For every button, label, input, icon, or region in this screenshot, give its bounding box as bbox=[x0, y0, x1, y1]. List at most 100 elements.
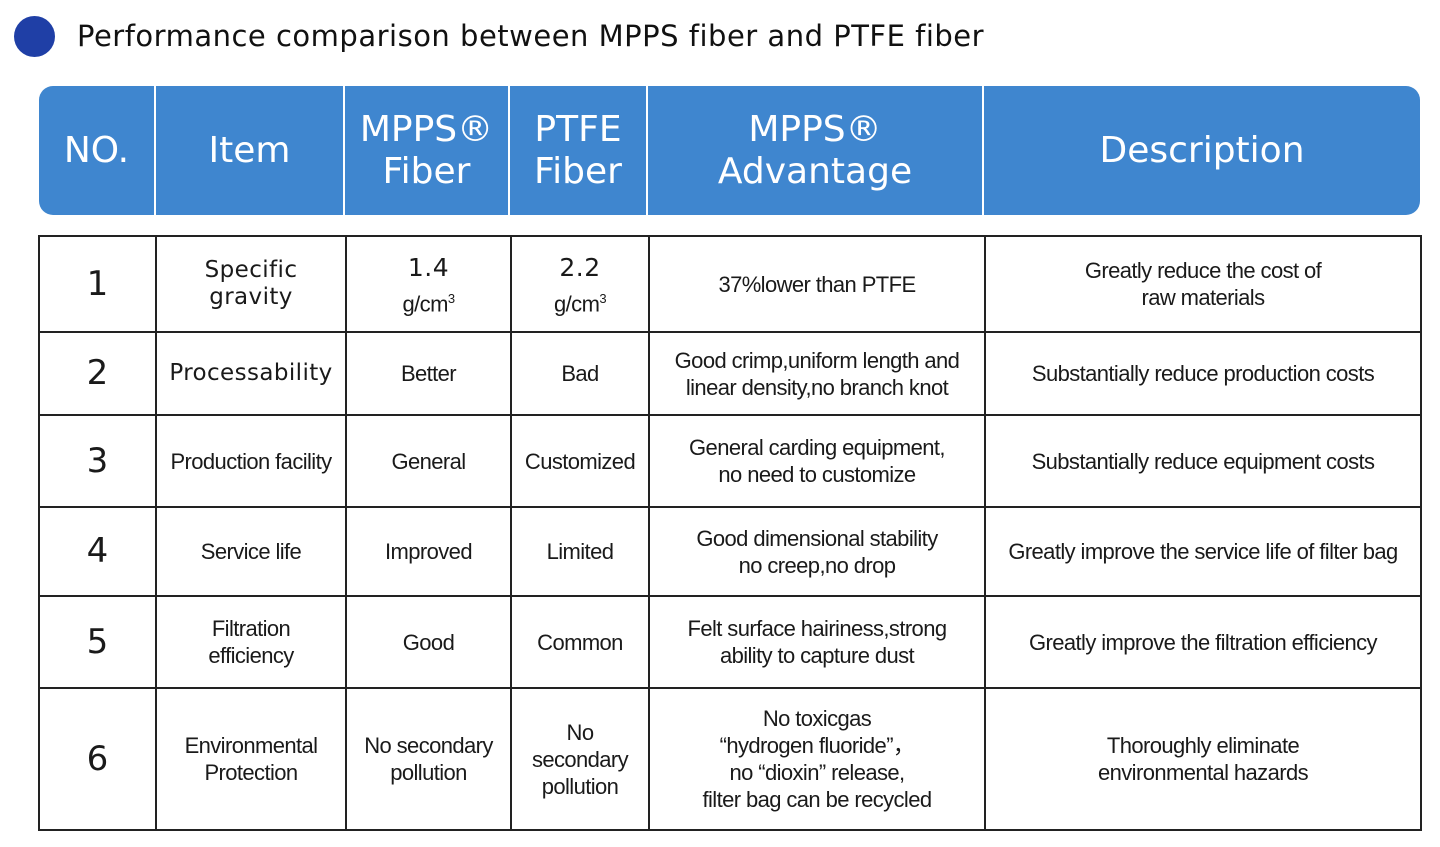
ptfe-fiber-cell: Common bbox=[510, 595, 650, 689]
description-cell: Substantially reduce equipment costs bbox=[984, 414, 1422, 508]
description-cell: Greatly improve the filtration efficienc… bbox=[984, 595, 1422, 689]
description-cell-line: Greatly improve the filtration efficienc… bbox=[1029, 629, 1378, 655]
row-number: 5 bbox=[38, 595, 157, 689]
mpps-advantage-cell: Felt surface hairiness,strong ability to … bbox=[648, 595, 986, 689]
ptfe-fiber-cell-line: Limited bbox=[546, 539, 614, 564]
mpps-advantage-cell: Good dimensional stability no creep,no dr… bbox=[648, 506, 986, 597]
mpps-advantage-cell: No toxicgas “hydrogen fluoride”， no “dioxi… bbox=[648, 687, 986, 831]
item-cell: Specific gravity bbox=[155, 235, 347, 333]
bullet-dot-icon bbox=[14, 15, 55, 57]
mpps-fiber-cell-unit-text: g/cm bbox=[402, 291, 449, 317]
page-title: Performance comparison between MPPS fibe… bbox=[77, 19, 985, 53]
item-cell-line: efficiency bbox=[208, 643, 294, 668]
mpps-advantage-cell-line: linear density,no branch knot bbox=[685, 374, 949, 400]
mpps-advantage-cell-line: No toxicgas bbox=[762, 706, 872, 731]
mpps-fiber-cell-value: 1.4 bbox=[407, 252, 450, 282]
row-number: 3 bbox=[38, 414, 157, 508]
description-cell-line: Thoroughly eliminate bbox=[1106, 733, 1300, 758]
item-cell: Processability bbox=[155, 331, 347, 416]
mpps-fiber-cell-line: pollution bbox=[390, 760, 467, 785]
mpps-fiber-cell-line: General bbox=[391, 448, 466, 474]
description-cell: Greatly reduce the cost of raw materials bbox=[984, 235, 1422, 333]
row-number: 4 bbox=[38, 506, 157, 597]
ptfe-fiber-cell-unit: g/cm3 bbox=[516, 285, 644, 317]
table-row: 3 Production facility General Customized Gen… bbox=[38, 414, 1422, 508]
header-item-label: Item bbox=[208, 129, 291, 171]
mpps-fiber-cell-line: Improved bbox=[385, 539, 473, 564]
description-cell-line: raw materials bbox=[1141, 285, 1265, 310]
ptfe-fiber-cell: 2.2 g/cm3 bbox=[510, 235, 650, 333]
description-cell-line: environmental hazards bbox=[1098, 760, 1309, 785]
item-cell: Service life bbox=[155, 506, 347, 597]
table-row: 4 Service life Improved Limited Good dimensi… bbox=[38, 506, 1422, 597]
ptfe-fiber-cell-value: 2.2 bbox=[559, 252, 601, 282]
mpps-fiber-cell-line: Better bbox=[400, 361, 457, 386]
mpps-advantage-cell-line: Good crimp,uniform length and bbox=[674, 347, 960, 373]
header-mpps-fiber-line-2: Fiber bbox=[382, 150, 471, 192]
description-cell-line: Greatly reduce the cost of bbox=[1084, 258, 1322, 283]
table-row: 1 Specific gravity 1.4 g/cm3 2.2 g/cm3 37%lowe… bbox=[38, 235, 1422, 333]
description-cell-line: Substantially reduce equipment costs bbox=[1031, 448, 1375, 474]
mpps-fiber-cell-unit: g/cm3 bbox=[351, 285, 506, 317]
mpps-fiber-cell-unit-exponent: 3 bbox=[447, 290, 455, 306]
header-ptfe-fiber-line-2: Fiber bbox=[534, 150, 622, 192]
mpps-advantage-cell-line: Felt surface hairiness,strong bbox=[687, 616, 948, 641]
ptfe-fiber-cell-line: Common bbox=[537, 629, 623, 655]
description-cell-line: Greatly improve the service life of filt… bbox=[1008, 539, 1398, 564]
ptfe-fiber-cell: Customized bbox=[510, 414, 650, 508]
row-number: 6 bbox=[38, 687, 157, 831]
comparison-table: 1 Specific gravity 1.4 g/cm3 2.2 g/cm3 37%lowe… bbox=[38, 235, 1422, 831]
header-mpps-advantage-line-1: MPPS® bbox=[748, 108, 882, 150]
description-cell: Greatly improve the service life of filt… bbox=[984, 506, 1422, 597]
mpps-fiber-cell: Better bbox=[345, 331, 512, 416]
mpps-advantage-cell-line: filter bag can be recycled bbox=[702, 787, 933, 812]
ptfe-fiber-cell: Bad bbox=[510, 331, 650, 416]
description-cell: Substantially reduce production costs bbox=[984, 331, 1422, 416]
table-row: 5 Filtration efficiency Good Common Felt surf… bbox=[38, 595, 1422, 689]
mpps-advantage-cell: 37%lower than PTFE bbox=[648, 235, 986, 333]
table-row: 2 Processability Better Bad Good crimp,unifo… bbox=[38, 331, 1422, 416]
header-description: Description bbox=[984, 86, 1420, 215]
header-mpps-advantage: MPPS® Advantage bbox=[648, 86, 984, 215]
mpps-advantage-cell: General carding equipment, no need to cus… bbox=[648, 414, 986, 508]
header-ptfe-fiber-line-1: PTFE bbox=[534, 108, 622, 150]
header-ptfe-fiber: PTFE Fiber bbox=[510, 86, 648, 215]
ptfe-fiber-cell: No secondary pollution bbox=[510, 687, 650, 831]
item-cell: Filtration efficiency bbox=[155, 595, 347, 689]
ptfe-fiber-cell-line: Bad bbox=[561, 361, 599, 386]
header-mpps-advantage-line-2: Advantage bbox=[717, 150, 913, 192]
mpps-advantage-cell-line: Good dimensional stability bbox=[696, 525, 938, 551]
mpps-fiber-cell: No secondary pollution bbox=[345, 687, 512, 831]
ptfe-fiber-cell: Limited bbox=[510, 506, 650, 597]
item-cell: Environmental Protection bbox=[155, 687, 347, 831]
ptfe-fiber-cell-unit-text: g/cm bbox=[554, 291, 600, 317]
item-cell-line: Production facility bbox=[170, 448, 332, 474]
ptfe-fiber-cell-unit-exponent: 3 bbox=[599, 290, 606, 306]
table-row: 6 Environmental Protection No secondary poll… bbox=[38, 687, 1422, 831]
header-mpps-fiber: MPPS® Fiber bbox=[345, 86, 510, 215]
mpps-advantage-cell-line: no creep,no drop bbox=[738, 552, 896, 578]
mpps-advantage-cell-line: no need to customize bbox=[718, 462, 916, 487]
title-row: Performance comparison between MPPS fibe… bbox=[14, 14, 984, 58]
mpps-advantage-cell-line: 37%lower than PTFE bbox=[718, 271, 916, 297]
item-cell-line: Protection bbox=[204, 760, 298, 785]
header-mpps-fiber-line-1: MPPS® bbox=[359, 108, 494, 150]
mpps-advantage-cell-line: “hydrogen fluoride”， bbox=[719, 733, 915, 758]
mpps-fiber-cell: General bbox=[345, 414, 512, 508]
ptfe-fiber-cell-line: pollution bbox=[541, 773, 619, 799]
mpps-fiber-cell-line: Good bbox=[402, 629, 455, 655]
mpps-fiber-cell-line: No secondary bbox=[364, 733, 493, 758]
ptfe-fiber-cell-line: No secondary bbox=[531, 719, 629, 772]
row-number: 1 bbox=[38, 235, 157, 333]
mpps-advantage-cell-line: General carding equipment, bbox=[689, 435, 946, 460]
header-item: Item bbox=[156, 86, 345, 215]
table-header: NO. Item MPPS® Fiber PTFE Fiber MPPS® Ad… bbox=[39, 86, 1420, 215]
description-cell: Thoroughly eliminate environmental hazard… bbox=[984, 687, 1422, 831]
header-no: NO. bbox=[39, 86, 156, 215]
item-cell-line: Environmental bbox=[184, 733, 318, 758]
item-cell-line: Specific gravity bbox=[204, 257, 298, 310]
item-cell: Production facility bbox=[155, 414, 347, 508]
item-cell-line: Service life bbox=[200, 539, 302, 564]
mpps-fiber-cell: 1.4 g/cm3 bbox=[345, 235, 512, 333]
ptfe-fiber-cell-line: Customized bbox=[524, 448, 636, 474]
